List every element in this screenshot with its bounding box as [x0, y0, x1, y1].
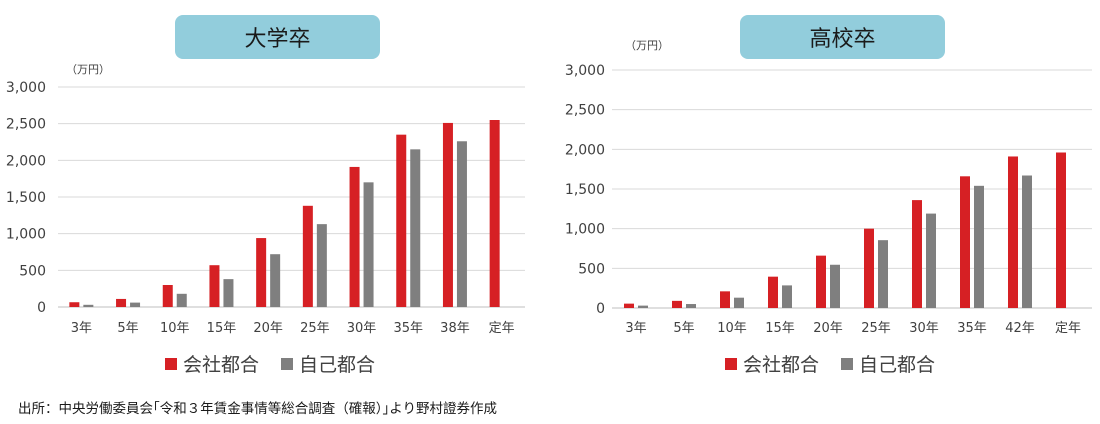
bar-company — [162, 285, 173, 307]
legend-label-self: 自己都合 — [859, 354, 936, 376]
legend-label-company: 会社都合 — [743, 354, 820, 376]
bar-company — [624, 303, 634, 308]
bar-self — [410, 149, 421, 307]
y-tick-label: 2,000 — [565, 142, 605, 158]
bar-self — [316, 224, 327, 307]
bar-self — [1022, 175, 1032, 308]
legend-item-self: 自己都合 — [281, 350, 375, 377]
y-unit-label: （万円） — [625, 39, 669, 52]
bar-company — [672, 300, 682, 308]
bar-self — [176, 293, 187, 307]
x-tick-label: 3年 — [71, 321, 92, 336]
legend-swatch-self — [281, 357, 294, 370]
bar-self — [926, 213, 936, 308]
chart-panel-highschool: 高校卒 （万円） 0 500 1,000 1,500 2,000 2,500 3,000 3年… — [555, 0, 1100, 380]
bar-company — [442, 122, 453, 307]
x-tick-label: 35年 — [957, 321, 987, 336]
x-tick-label: 5年 — [117, 321, 138, 336]
x-tick-label: 10年 — [717, 321, 747, 336]
x-tick-label: 25年 — [300, 321, 330, 336]
bar-company — [816, 255, 826, 308]
x-tick-label: 3年 — [625, 321, 646, 336]
x-tick-label: 20年 — [813, 321, 843, 336]
bar-company — [1056, 152, 1066, 308]
bar-self — [686, 304, 696, 308]
x-tick-label: 38年 — [440, 321, 470, 336]
bar-self — [734, 297, 744, 308]
y-tick-label: 0 — [596, 301, 605, 317]
bar-company — [489, 120, 500, 307]
y-tick-label: 1,000 — [6, 227, 46, 243]
x-tick-label: 15年 — [765, 321, 795, 336]
bar-self — [83, 304, 94, 307]
legend: 会社都合 自己都合 — [725, 350, 935, 377]
y-tick-label: 2,500 — [565, 103, 605, 119]
chart-title: 大学卒 — [175, 15, 380, 59]
bar-chart-university: 0 500 1,000 1,500 2,000 2,500 3,000 3年 5年 10年 15年 2… — [6, 80, 525, 336]
legend-label-self: 自己都合 — [299, 354, 376, 376]
bar-chart-highschool: 0 500 1,000 1,500 2,000 2,500 3,000 3年 5年 10年 15年 2… — [565, 63, 1092, 336]
bar-self — [782, 285, 792, 308]
legend-swatch-self — [841, 357, 854, 370]
y-tick-label: 2,500 — [6, 117, 46, 133]
bar-company — [302, 205, 313, 307]
bar-company — [864, 228, 874, 308]
x-tick-label: 定年 — [1055, 321, 1081, 336]
legend: 会社都合 自己都合 — [165, 350, 375, 377]
legend-item-self: 自己都合 — [841, 350, 935, 377]
bar-self — [878, 240, 888, 308]
x-tick-label: 定年 — [489, 321, 515, 336]
bar-company — [396, 134, 407, 307]
y-tick-label: 500 — [19, 263, 46, 279]
bar-company — [720, 291, 730, 308]
y-tick-label: 500 — [578, 261, 605, 277]
y-tick-label: 1,500 — [565, 182, 605, 198]
y-tick-label: 1,000 — [565, 222, 605, 238]
bar-self — [130, 302, 141, 307]
bar-company — [209, 265, 220, 307]
bar-self — [270, 254, 281, 307]
bar-self — [638, 305, 648, 308]
x-tick-label: 20年 — [253, 321, 283, 336]
x-tick-label: 42年 — [1005, 321, 1035, 336]
legend-label-company: 会社都合 — [183, 354, 260, 376]
legend-item-company: 会社都合 — [165, 350, 259, 377]
bar-company — [768, 276, 778, 308]
bar-company — [1008, 156, 1018, 308]
legend-swatch-company — [165, 357, 177, 370]
bar-self — [363, 182, 374, 307]
source-note: 出所：中央労働委員会｢令和３年賃金事情等総合調査（確報）｣より野村證券作成 — [18, 401, 497, 417]
legend-item-company: 会社都合 — [725, 350, 819, 377]
y-unit-label: （万円） — [66, 63, 110, 76]
chart-panel-university: 大学卒 （万円） 0 500 1,000 1,500 2,000 2,500 3,000 3年… — [0, 0, 550, 380]
y-tick-label: 3,000 — [565, 63, 605, 79]
y-tick-label: 0 — [37, 300, 46, 316]
bar-company — [69, 302, 80, 307]
bar-self — [974, 185, 984, 308]
x-tick-label: 35年 — [393, 321, 423, 336]
bar-self — [456, 141, 467, 307]
x-tick-label: 30年 — [909, 321, 939, 336]
bar-company — [116, 298, 127, 307]
x-tick-label: 25年 — [861, 321, 891, 336]
x-tick-label: 30年 — [347, 321, 377, 336]
x-tick-label: 5年 — [673, 321, 694, 336]
y-tick-label: 1,500 — [6, 190, 46, 206]
bar-company — [960, 176, 970, 308]
bar-company — [256, 238, 267, 307]
bar-company — [349, 166, 360, 307]
bar-self — [223, 279, 234, 307]
bar-company — [912, 200, 922, 308]
x-tick-label: 10年 — [160, 321, 190, 336]
chart-title: 高校卒 — [740, 15, 945, 59]
x-tick-label: 15年 — [207, 321, 237, 336]
legend-swatch-company — [725, 357, 737, 370]
y-tick-label: 3,000 — [6, 80, 46, 96]
y-tick-label: 2,000 — [6, 153, 46, 169]
bar-self — [830, 264, 840, 308]
